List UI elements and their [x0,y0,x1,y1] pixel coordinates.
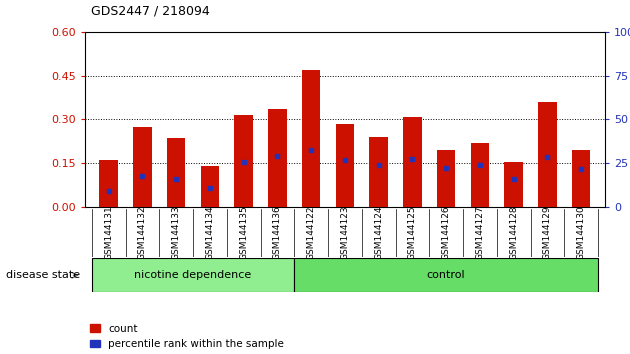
Bar [505,162,523,207]
Text: GSM144123: GSM144123 [340,205,350,260]
Text: control: control [427,270,466,280]
Bar [336,124,354,207]
Text: GSM144124: GSM144124 [374,206,383,260]
Legend: count, percentile rank within the sample: count, percentile rank within the sample [90,324,284,349]
Text: nicotine dependence: nicotine dependence [134,270,251,280]
Text: GSM144130: GSM144130 [576,205,586,260]
Text: GSM144133: GSM144133 [171,205,181,260]
Text: GSM144126: GSM144126 [442,205,450,260]
Text: GSM144134: GSM144134 [205,205,214,260]
Bar [369,137,388,207]
Bar [538,102,557,207]
Text: GSM144122: GSM144122 [307,206,316,260]
Bar [302,70,321,207]
Text: GSM144131: GSM144131 [104,205,113,260]
Bar [92,258,294,292]
Text: GSM144135: GSM144135 [239,205,248,260]
Bar [100,160,118,207]
Text: GSM144128: GSM144128 [509,205,518,260]
Bar [471,143,490,207]
Bar [403,116,421,207]
Text: GSM144132: GSM144132 [138,205,147,260]
Bar [572,150,590,207]
Text: GSM144125: GSM144125 [408,205,417,260]
Bar [437,150,455,207]
Text: GSM144127: GSM144127 [476,205,484,260]
Text: GDS2447 / 218094: GDS2447 / 218094 [91,5,210,18]
Bar [294,258,598,292]
Text: disease state: disease state [6,270,81,280]
Bar [167,138,185,207]
Bar [268,109,287,207]
Text: GSM144129: GSM144129 [543,205,552,260]
Bar [133,127,152,207]
Bar [200,166,219,207]
Bar [234,115,253,207]
Text: GSM144136: GSM144136 [273,205,282,260]
